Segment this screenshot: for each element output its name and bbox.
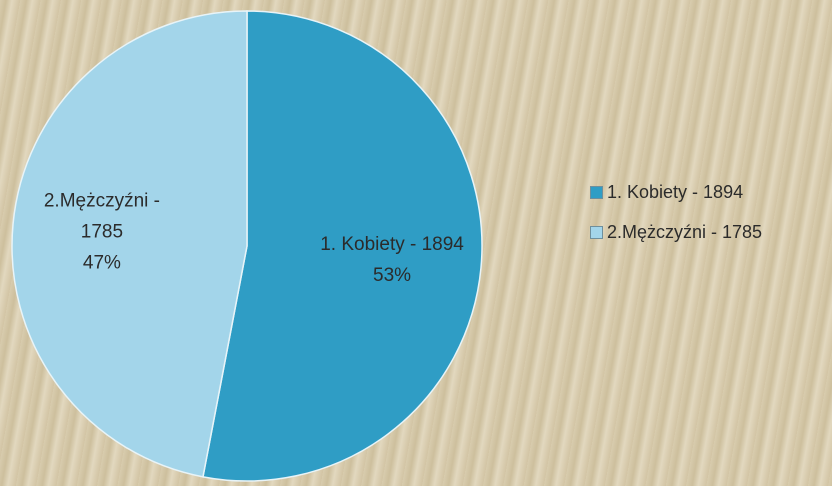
pie-slice: [202, 10, 483, 482]
legend-entry: 1. Kobiety - 1894: [590, 182, 743, 203]
pie-slice: [11, 10, 248, 478]
data-label-category: 2.Mężczyźni - 1785: [43, 190, 160, 243]
data-label: 2.Mężczyźni - 1785 47%: [27, 186, 177, 279]
legend-entry: 2.Mężczyźni - 1785: [590, 222, 762, 243]
legend-swatch: [590, 186, 603, 199]
legend-swatch: [590, 226, 603, 239]
legend-label: 1. Kobiety - 1894: [607, 182, 744, 202]
data-label: 1. Kobiety - 1894 53%: [292, 229, 492, 291]
data-label-category: 1. Kobiety - 1894: [320, 233, 464, 255]
legend-label: 2.Mężczyźni - 1785: [607, 222, 763, 242]
data-label-value: 47%: [82, 252, 121, 274]
data-label-value: 53%: [373, 264, 412, 286]
